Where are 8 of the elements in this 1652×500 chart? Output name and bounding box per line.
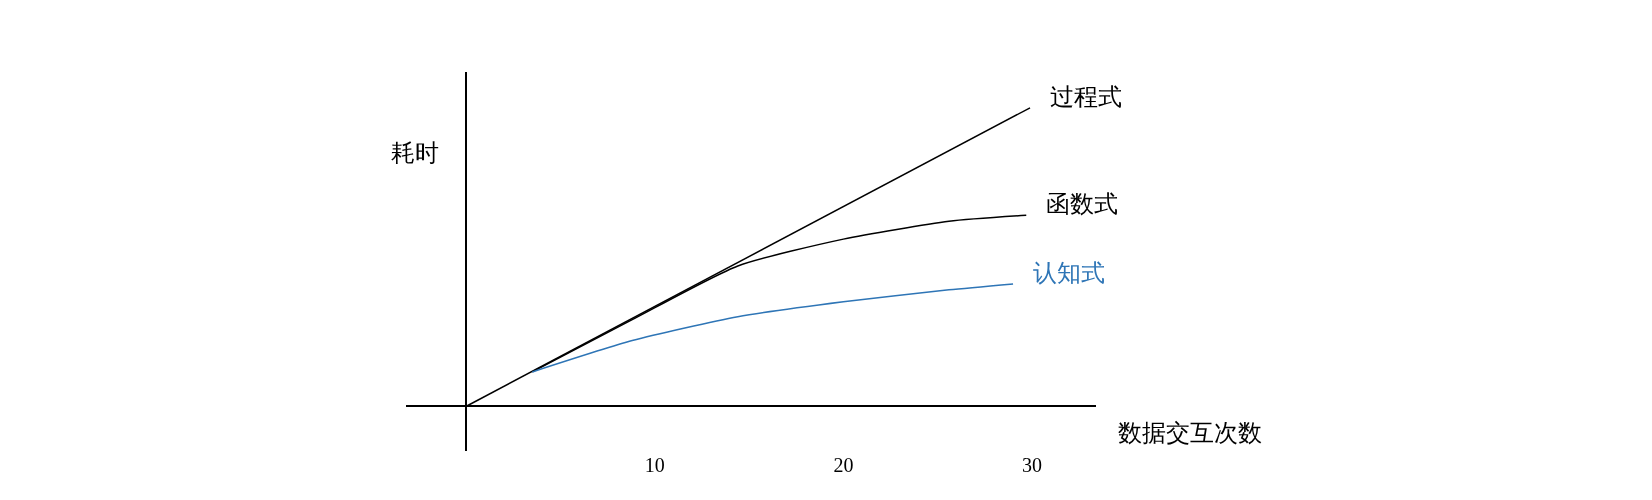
y-axis-title: 耗时 (391, 140, 439, 166)
x-tick-label: 20 (833, 454, 854, 476)
x-tick-label: 30 (1021, 454, 1042, 476)
x-tick-label: 10 (644, 454, 665, 476)
series-label: 函数式 (1046, 191, 1118, 217)
x-axis-title: 数据交互次数 (1118, 420, 1262, 446)
series-label: 认知式 (1033, 260, 1105, 286)
series-label: 过程式 (1050, 84, 1122, 110)
